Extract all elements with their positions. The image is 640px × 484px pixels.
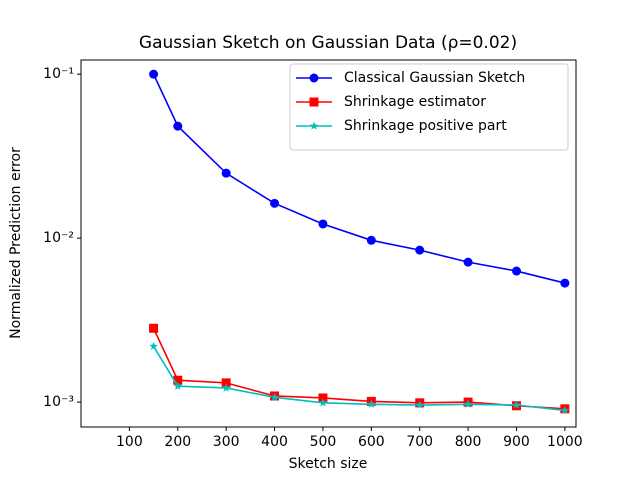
- legend-marker: [309, 121, 319, 130]
- marker: [270, 198, 280, 208]
- marker: [415, 400, 424, 409]
- line: [152, 345, 565, 412]
- x-tick-label: 300: [213, 434, 240, 450]
- marker: [366, 235, 376, 245]
- x-tick-label: 100: [116, 434, 143, 450]
- chart-title: Gaussian Sketch on Gaussian Data (ρ=0.02…: [139, 33, 517, 53]
- marker: [270, 392, 279, 401]
- marker: [415, 245, 425, 255]
- x-tick-label: 600: [358, 434, 385, 450]
- marker: [173, 121, 183, 131]
- y-tick-label: 10⁻³: [43, 394, 74, 410]
- y-axis-label: Normalized Prediction error: [8, 147, 24, 339]
- y-tick-label: 10⁻¹: [43, 66, 74, 82]
- legend-label: Classical Gaussian Sketch: [344, 70, 525, 86]
- marker: [463, 399, 473, 408]
- y-tick-label: 10⁻²: [43, 230, 74, 246]
- marker: [318, 393, 328, 403]
- marker: [173, 375, 183, 385]
- marker: [318, 398, 328, 407]
- marker: [149, 341, 158, 350]
- legend-box: [289, 63, 569, 151]
- marker: [512, 400, 521, 409]
- legend-label: Shrinkage positive part: [344, 118, 507, 134]
- marker: [318, 219, 328, 229]
- x-tick-label: 900: [503, 434, 530, 450]
- marker: [511, 266, 521, 276]
- marker: [149, 69, 159, 79]
- marker: [221, 383, 231, 392]
- x-tick-label: 500: [310, 434, 337, 450]
- marker: [560, 405, 570, 415]
- x-axis-label: Sketch size: [289, 456, 368, 472]
- marker: [367, 399, 376, 408]
- x-tick-label: 400: [261, 434, 288, 450]
- marker: [173, 381, 183, 390]
- legend-label: Shrinkage estimator: [344, 94, 486, 110]
- x-tick-label: 1000: [547, 434, 583, 450]
- line: [152, 73, 566, 284]
- marker: [560, 278, 570, 288]
- legend-marker: [309, 97, 319, 107]
- x-tick-label: 800: [455, 434, 482, 450]
- x-tick-label: 200: [164, 434, 191, 450]
- legend-marker: [309, 73, 319, 83]
- marker: [463, 257, 473, 267]
- marker: [221, 168, 231, 178]
- marker: [221, 378, 231, 388]
- marker: [149, 323, 159, 333]
- x-tick-label: 700: [406, 434, 433, 450]
- plot-frame: [80, 59, 577, 428]
